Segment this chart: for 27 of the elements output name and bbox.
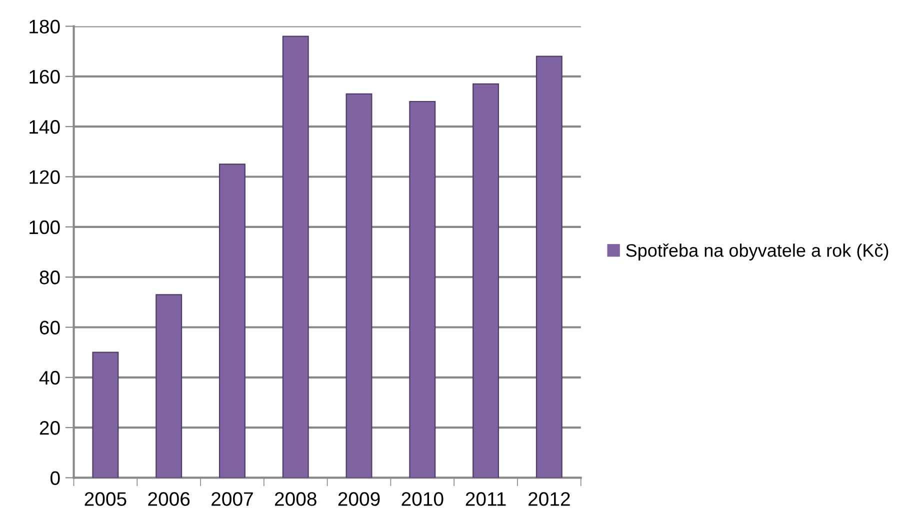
bar	[536, 56, 562, 478]
y-tick-label: 40	[39, 370, 60, 385]
bar	[409, 100, 436, 478]
x-tick-label: 2007	[212, 492, 253, 506]
legend-label: Spotřeba na obyvatele a rok (Kč)	[626, 244, 888, 260]
y-tick-label: 140	[30, 120, 60, 134]
x-tick-label: 2006	[148, 492, 190, 506]
bar	[92, 352, 119, 478]
x-tick-label: 2011	[466, 492, 506, 506]
y-tick-label: 0	[50, 471, 60, 485]
bar	[282, 36, 309, 478]
y-tick-label: 80	[40, 270, 60, 284]
x-tick-label: 2009	[338, 492, 380, 506]
y-tick-label: 100	[30, 220, 60, 234]
y-tick-label: 120	[30, 170, 60, 184]
y-tick-label: 20	[40, 421, 60, 435]
x-tick-label: 2005	[84, 492, 126, 506]
x-tick-label: 2010	[402, 492, 444, 506]
bar	[156, 294, 182, 478]
bar	[472, 83, 500, 478]
bar	[346, 93, 372, 478]
y-tick-label: 160	[30, 70, 60, 84]
x-tick-label: 2012	[528, 492, 570, 506]
x-tick-label: 2008	[274, 492, 316, 506]
y-tick-label: 180	[30, 20, 60, 34]
y-tick-label: 60	[40, 320, 60, 334]
bar	[218, 164, 246, 478]
